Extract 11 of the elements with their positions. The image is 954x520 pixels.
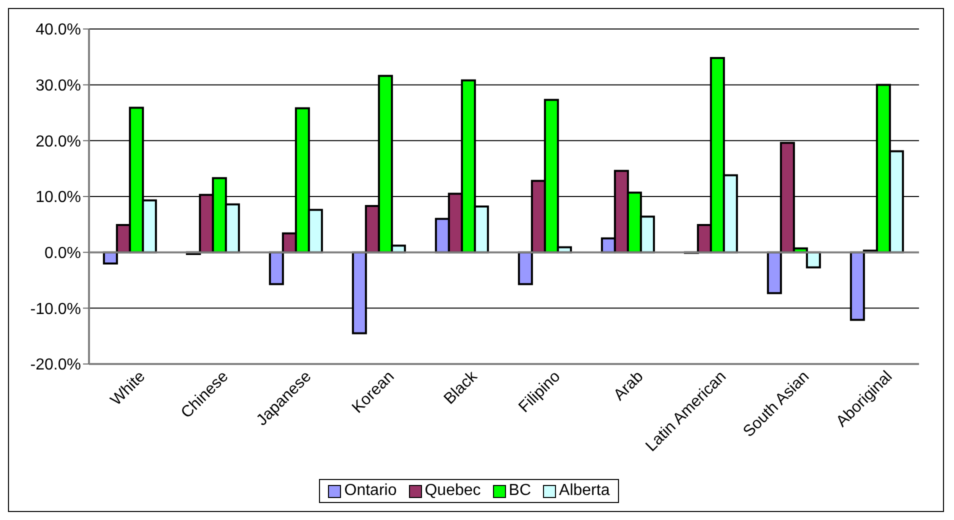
y-tick-label: -20.0%	[30, 356, 81, 374]
y-tick-label: 10.0%	[36, 189, 81, 206]
legend-label: Quebec	[424, 482, 481, 500]
y-tick-label: -10.0%	[30, 300, 81, 318]
y-tick-label: 0.0%	[44, 245, 81, 262]
y-tick-label: 30.0%	[36, 78, 81, 95]
legend-label: BC	[508, 482, 532, 500]
y-tick-label: 40.0%	[36, 22, 81, 39]
legend-label: Alberta	[558, 482, 610, 500]
y-tick-label: 20.0%	[36, 133, 81, 150]
legend-label: Ontario	[343, 482, 397, 500]
